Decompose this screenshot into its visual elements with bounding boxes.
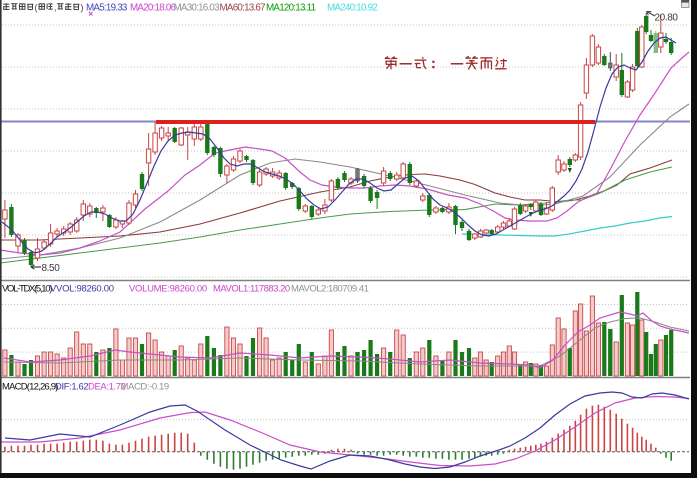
svg-text:MAVOL1:117883.20: MAVOL1:117883.20 xyxy=(213,284,290,295)
svg-text:MA30:16.03: MA30:16.03 xyxy=(174,3,221,14)
svg-text:MA60:13.67: MA60:13.67 xyxy=(220,3,266,14)
svg-text:DEA:1.72: DEA:1.72 xyxy=(88,382,126,393)
svg-text:VOL-TDX(5,10): VOL-TDX(5,10) xyxy=(2,284,52,295)
svg-text:MA20:18.06: MA20:18.06 xyxy=(130,3,177,14)
svg-text:MAVOL2:180709.41: MAVOL2:180709.41 xyxy=(291,284,369,295)
svg-text:MA240:10.92: MA240:10.92 xyxy=(327,3,377,14)
svg-text:,: , xyxy=(54,3,57,13)
svg-text:DIF:1.62: DIF:1.62 xyxy=(55,382,88,393)
svg-text:MACD(12,26,9): MACD(12,26,9) xyxy=(2,382,58,393)
svg-text:MA5:19.33: MA5:19.33 xyxy=(86,3,128,14)
svg-text:VOLUME:98260.00: VOLUME:98260.00 xyxy=(129,284,207,295)
svg-text:VVOL:98260.00: VVOL:98260.00 xyxy=(50,284,114,295)
svg-text:(: ( xyxy=(35,3,38,13)
svg-text:20.80: 20.80 xyxy=(655,13,679,24)
svg-text:8.50: 8.50 xyxy=(42,263,61,274)
svg-text:MACD:-0.19: MACD:-0.19 xyxy=(121,382,169,393)
svg-text:): ) xyxy=(81,3,84,13)
svg-text:MA120:13.11: MA120:13.11 xyxy=(266,3,316,14)
